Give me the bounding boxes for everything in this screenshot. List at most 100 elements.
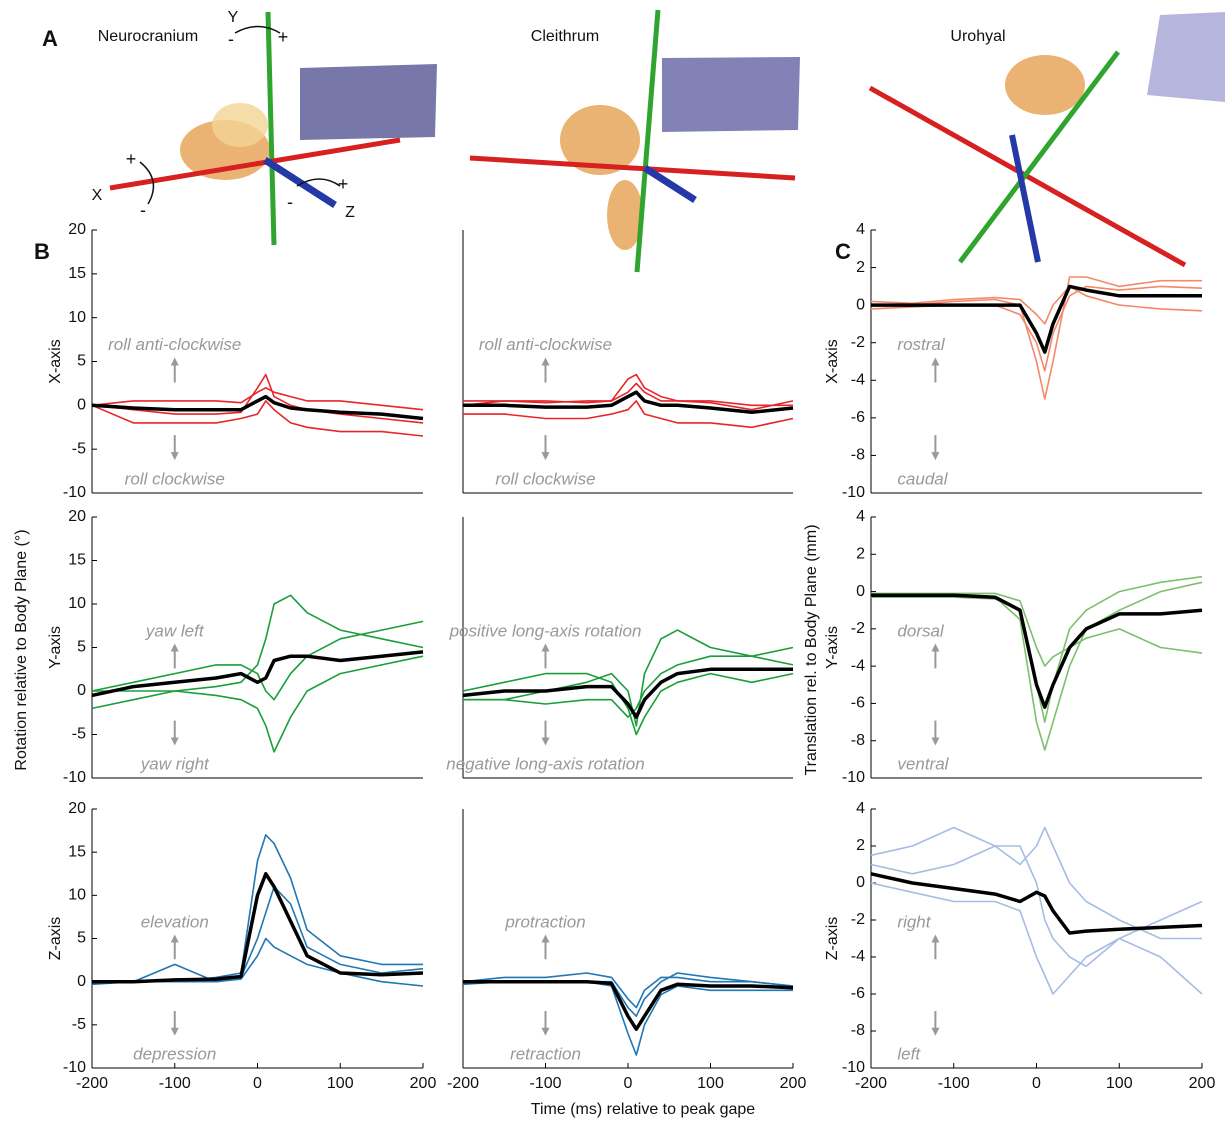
y-tick-label: -5 (72, 1016, 86, 1033)
column-header: Cleithrum (531, 28, 599, 45)
chart: -10 -8 -6 -4 -2 0 2 4 X-axis rostral caudal (824, 221, 1203, 501)
annotation: yaw left (145, 621, 205, 640)
series-line (92, 885, 424, 983)
y-tick-label: -10 (63, 484, 86, 501)
y-axis-label: X-axis (47, 339, 64, 383)
annotation: ventral (897, 754, 949, 773)
annotation: rostral (897, 335, 945, 354)
y-tick-label: 0 (856, 296, 865, 313)
series-line (871, 593, 1203, 709)
y-tick-label: -5 (72, 440, 86, 457)
rotation-sign: - (287, 192, 293, 212)
series-line (92, 655, 424, 753)
y-tick-label: 10 (68, 887, 86, 904)
y-tick-label: -4 (851, 948, 865, 965)
y-tick-label: -10 (63, 769, 86, 786)
series-line (462, 972, 794, 1009)
y-axis-label: Y-axis (824, 626, 841, 669)
annotation: roll anti-clockwise (108, 335, 241, 354)
y-tick-label: 4 (856, 508, 865, 525)
chart: roll anti-clockwise roll clockwise (462, 230, 794, 494)
rotation-sign: - (140, 200, 146, 220)
x-tick-label: 200 (780, 1075, 807, 1092)
y-tick-label: -8 (851, 732, 865, 749)
x-tick-label: 0 (1032, 1075, 1041, 1092)
series-line (463, 390, 794, 415)
series-line (91, 650, 424, 698)
series-line (462, 373, 793, 407)
series-line (462, 667, 793, 719)
series-line (92, 872, 424, 984)
y-tick-label: 20 (68, 221, 86, 238)
column-header: Neurocranium (98, 28, 198, 45)
series-line (871, 276, 1202, 400)
series-line (870, 872, 1203, 935)
y-axis-title: Translation rel. to Body Plane (mm) (803, 524, 820, 775)
annotation: roll clockwise (495, 469, 595, 488)
annotation: depression (133, 1045, 216, 1064)
series-line (870, 285, 1203, 325)
annotation: roll clockwise (125, 469, 225, 488)
axis-letter: Z (345, 204, 355, 221)
x-tick-label: 100 (1106, 1075, 1133, 1092)
x-tick-label: 100 (697, 1075, 724, 1092)
series-line (463, 629, 794, 727)
x-tick-label: -200 (76, 1075, 108, 1092)
y-tick-label: 4 (856, 221, 865, 238)
series-line (463, 979, 794, 1031)
render-neurocranium (109, 11, 437, 246)
y-tick-label: -4 (851, 372, 865, 389)
render-cleithrum (469, 9, 800, 273)
x-tick-label: -200 (855, 1075, 887, 1092)
rotation-sign: - (228, 29, 234, 49)
x-tick-label: 0 (253, 1075, 262, 1092)
y-tick-label: -10 (63, 1059, 86, 1076)
y-tick-label: -5 (72, 726, 86, 743)
x-tick-label: -100 (529, 1075, 561, 1092)
y-tick-label: 0 (856, 583, 865, 600)
y-tick-label: 5 (77, 639, 86, 656)
y-tick-label: -8 (851, 1022, 865, 1039)
series-line (91, 620, 424, 701)
annotation: negative long-axis rotation (446, 754, 644, 773)
series-line (462, 672, 794, 736)
y-tick-label: 4 (856, 800, 865, 817)
y-tick-label: 20 (68, 800, 86, 817)
y-tick-label: 2 (856, 259, 865, 276)
y-tick-label: 20 (68, 508, 86, 525)
y-tick-label: 0 (856, 874, 865, 891)
rotation-sign: + (278, 27, 289, 47)
annotation: positive long-axis rotation (449, 621, 642, 640)
x-tick-label: -200 (447, 1075, 479, 1092)
y-tick-label: 10 (68, 595, 86, 612)
y-tick-label: -6 (851, 409, 865, 426)
y-tick-label: 15 (68, 265, 86, 282)
x-tick-label: -100 (938, 1075, 970, 1092)
x-tick-label: 200 (410, 1075, 437, 1092)
panel-label: A (42, 26, 58, 51)
series-line (871, 592, 1203, 667)
series-line (92, 834, 423, 983)
chart: -10 -8 -6 -4 -2 0 2 4 -200 -100 0 100 200 Z-axis right… (824, 800, 1215, 1092)
y-axis-label: Y-axis (47, 626, 64, 669)
y-tick-label: -10 (842, 1059, 865, 1076)
y-tick-label: 0 (77, 682, 86, 699)
rotation-sign: + (338, 174, 349, 194)
series-line (870, 285, 1203, 372)
annotation: left (897, 1045, 921, 1064)
annotation: roll anti-clockwise (479, 335, 612, 354)
rotation-sign: + (126, 149, 137, 169)
chart: -10 -5 0 5 10 15 20 -200 -100 0 100 200 Z-axis elevat… (47, 800, 436, 1092)
panel-label: B (34, 239, 50, 264)
x-axis-title: Time (ms) relative to peak gape (531, 1101, 755, 1118)
series-line (870, 882, 1203, 995)
y-tick-label: 0 (77, 973, 86, 990)
y-tick-label: -6 (851, 695, 865, 712)
series-line (871, 581, 1203, 751)
chart: positive long-axis rotation negative long… (446, 517, 794, 779)
series-line (463, 400, 794, 429)
annotation: protraction (504, 912, 585, 931)
series-line (91, 394, 424, 421)
rotation-arrows (139, 25, 341, 205)
